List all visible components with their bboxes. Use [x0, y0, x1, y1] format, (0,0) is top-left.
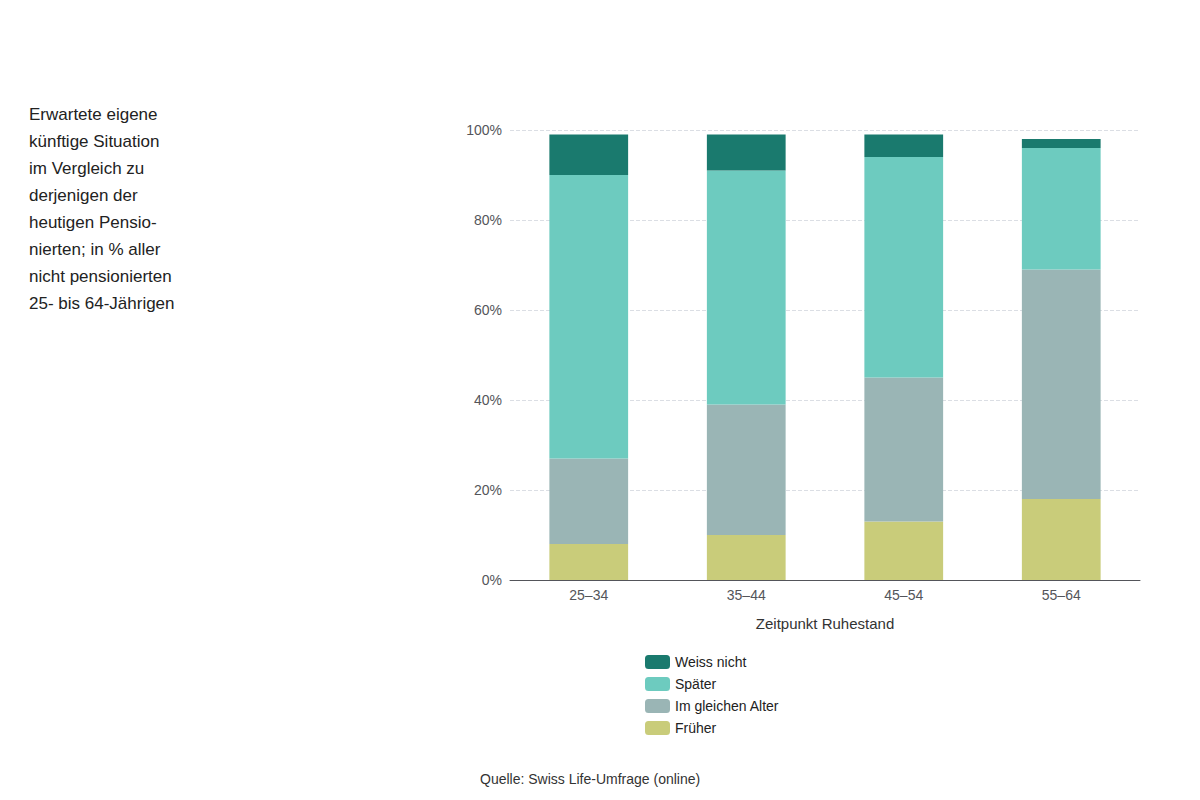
svg-text:Erwartete eigene: Erwartete eigene — [29, 105, 158, 124]
svg-text:45–54: 45–54 — [884, 587, 923, 603]
svg-text:Später: Später — [675, 676, 717, 692]
svg-text:25–34: 25–34 — [569, 587, 608, 603]
svg-text:80%: 80% — [474, 212, 502, 228]
svg-text:20%: 20% — [474, 482, 502, 498]
svg-text:Zeitpunkt Ruhestand: Zeitpunkt Ruhestand — [756, 615, 894, 632]
svg-text:Früher: Früher — [675, 720, 717, 736]
svg-text:im Vergleich zu: im Vergleich zu — [29, 159, 144, 178]
svg-text:40%: 40% — [474, 392, 502, 408]
svg-text:55–64: 55–64 — [1042, 587, 1081, 603]
svg-text:60%: 60% — [474, 302, 502, 318]
svg-text:100%: 100% — [466, 122, 502, 138]
svg-text:25- bis 64-Jährigen: 25- bis 64-Jährigen — [29, 294, 175, 313]
svg-text:heutigen Pensio-: heutigen Pensio- — [29, 213, 157, 232]
svg-text:Im gleichen Alter: Im gleichen Alter — [675, 698, 779, 714]
svg-text:nierten; in % aller: nierten; in % aller — [29, 240, 161, 259]
svg-text:Weiss nicht: Weiss nicht — [675, 654, 746, 670]
svg-text:derjenigen der: derjenigen der — [29, 186, 138, 205]
svg-text:nicht pensionierten: nicht pensionierten — [29, 267, 172, 286]
svg-text:35–44: 35–44 — [727, 587, 766, 603]
svg-text:0%: 0% — [482, 572, 502, 588]
svg-text:künftige Situation: künftige Situation — [29, 132, 159, 151]
svg-text:Quelle: Swiss Life-Umfrage (on: Quelle: Swiss Life-Umfrage (online) — [480, 771, 700, 787]
